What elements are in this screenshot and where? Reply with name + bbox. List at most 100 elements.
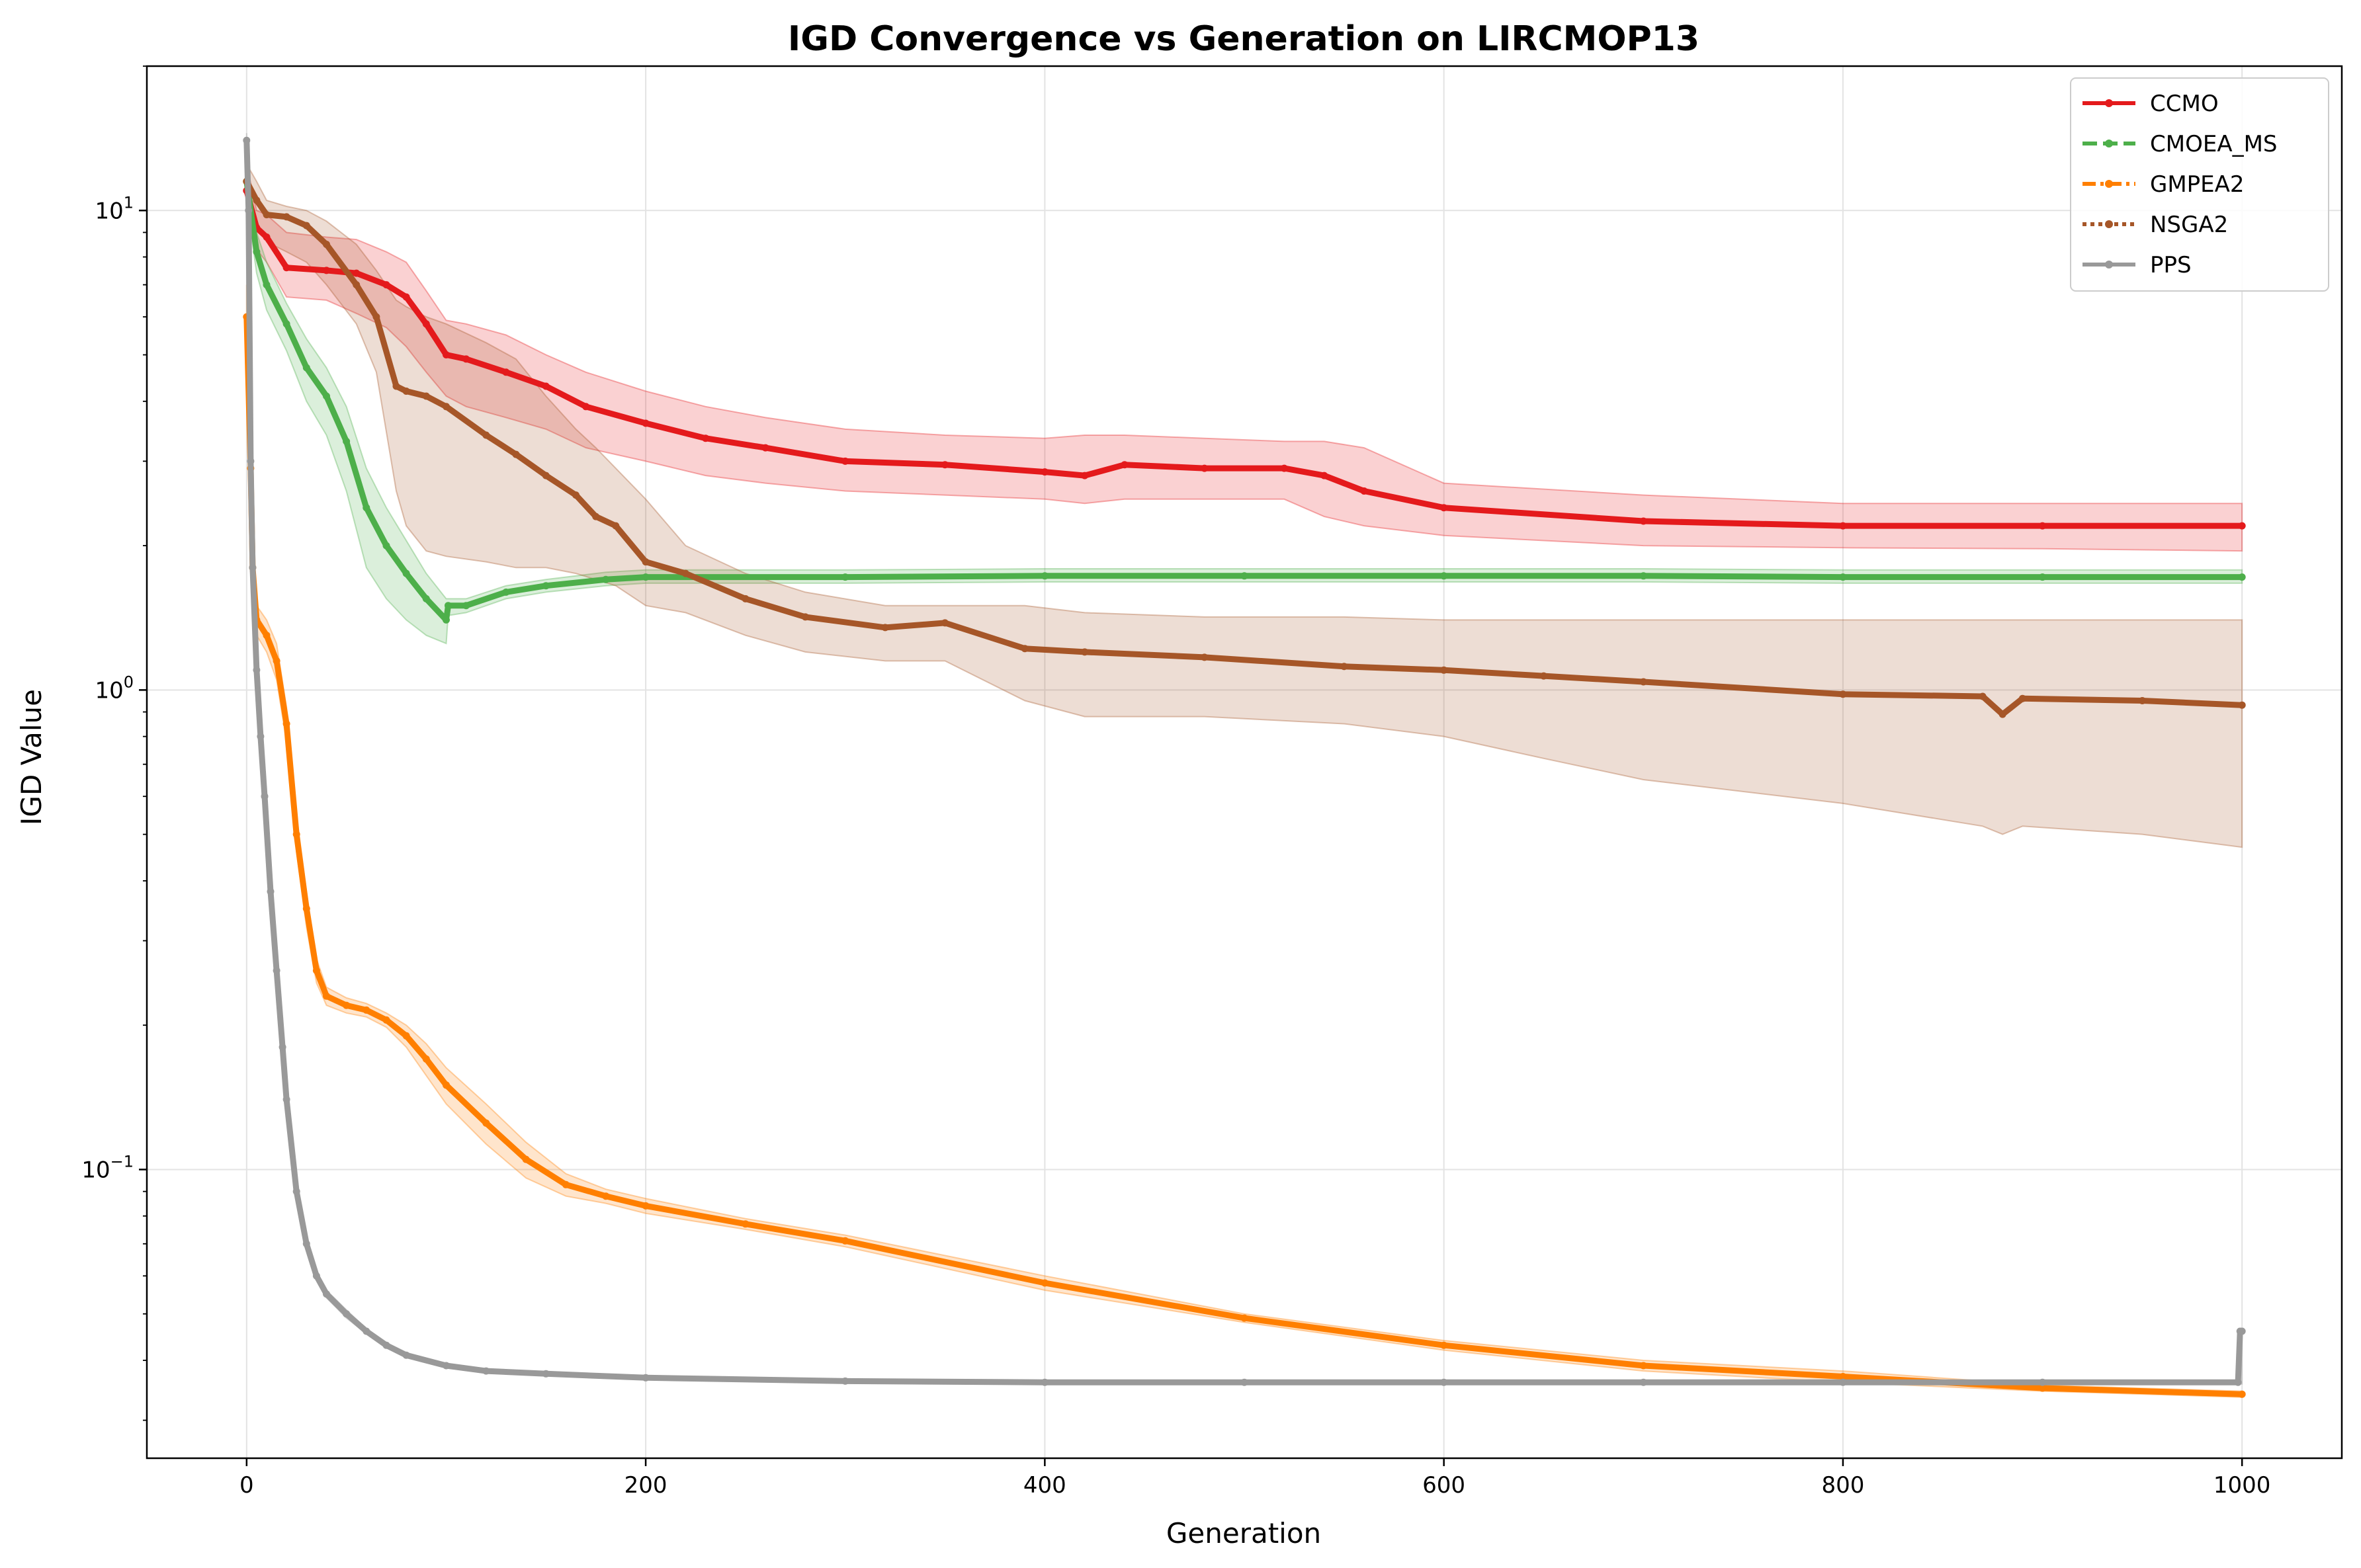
legend-item: PPS — [2082, 252, 2192, 278]
data-point-ccmo — [1201, 464, 1209, 472]
series-lines — [243, 136, 2246, 1398]
x-axis-label: Generation — [1166, 1517, 1321, 1549]
data-point-ccmo — [941, 461, 949, 469]
data-point-pps — [841, 1377, 849, 1385]
y-tick-exponent: 1 — [124, 193, 134, 212]
data-point-nsga2 — [642, 558, 650, 566]
data-point-nsga2 — [282, 213, 290, 221]
data-point-gmpea2 — [562, 1180, 570, 1188]
data-point-ccmo — [1121, 461, 1129, 469]
data-point-pps — [2039, 1378, 2046, 1386]
data-point-cmoea_ms — [443, 616, 450, 624]
data-point-pps — [402, 1351, 410, 1359]
data-point-cmoea_ms — [462, 602, 470, 610]
data-point-cmoea_ms — [445, 602, 452, 610]
data-point-cmoea_ms — [402, 569, 410, 577]
data-point-gmpea2 — [742, 1220, 750, 1228]
data-point-nsga2 — [263, 211, 271, 219]
data-point-ccmo — [462, 355, 470, 363]
data-point-nsga2 — [443, 403, 450, 411]
data-point-ccmo — [402, 293, 410, 301]
series-line-cmoea_ms — [243, 178, 2245, 623]
data-point-cmoea_ms — [542, 582, 550, 590]
data-point-pps — [2234, 1378, 2242, 1386]
band-ccmo — [245, 163, 2243, 552]
y-tick-label: 101 — [95, 193, 134, 224]
data-point-cmoea_ms — [282, 320, 290, 328]
data-point-nsga2 — [681, 569, 689, 577]
legend-marker — [2105, 220, 2113, 228]
data-point-nsga2 — [512, 450, 520, 458]
data-point-pps — [382, 1341, 390, 1349]
data-point-gmpea2 — [323, 992, 330, 1000]
data-point-cmoea_ms — [323, 392, 330, 400]
data-point-pps — [292, 1188, 300, 1196]
data-point-pps — [323, 1290, 330, 1298]
data-point-cmoea_ms — [642, 573, 650, 581]
data-point-ccmo — [1639, 517, 1647, 525]
data-point-ccmo — [2238, 522, 2246, 530]
data-point-nsga2 — [1081, 648, 1089, 656]
data-point-nsga2 — [1540, 672, 1547, 680]
data-point-gmpea2 — [282, 720, 290, 727]
data-point-gmpea2 — [363, 1006, 370, 1014]
data-point-nsga2 — [1979, 692, 1987, 700]
data-point-cmoea_ms — [1041, 572, 1049, 580]
data-point-pps — [1639, 1378, 1647, 1386]
data-point-nsga2 — [2238, 701, 2246, 709]
band-nsga2 — [245, 161, 2243, 848]
data-point-cmoea_ms — [382, 542, 390, 550]
data-point-nsga2 — [1021, 645, 1029, 653]
data-point-cmoea_ms — [1639, 572, 1647, 580]
data-point-gmpea2 — [443, 1081, 450, 1089]
data-point-pps — [257, 733, 265, 741]
data-point-gmpea2 — [1041, 1279, 1049, 1287]
data-point-ccmo — [422, 320, 430, 328]
data-point-gmpea2 — [273, 657, 280, 665]
data-point-ccmo — [1041, 468, 1049, 476]
data-point-ccmo — [1081, 472, 1089, 479]
x-tick-label: 600 — [1422, 1472, 1465, 1499]
legend-label: GMPEA2 — [2150, 171, 2245, 198]
data-point-ccmo — [1320, 472, 1328, 479]
data-point-cmoea_ms — [1240, 572, 1248, 580]
data-point-pps — [482, 1367, 490, 1375]
data-point-gmpea2 — [422, 1055, 430, 1063]
y-tick-base: 10 — [95, 198, 123, 224]
legend-marker — [2105, 140, 2113, 147]
data-point-gmpea2 — [1440, 1341, 1448, 1349]
data-point-pps — [2238, 1327, 2246, 1335]
data-point-nsga2 — [1839, 690, 1847, 698]
legend: CCMO CMOEA_MS GMPEA2 NSGA2 PPS — [2070, 77, 2329, 292]
data-point-gmpea2 — [302, 905, 310, 913]
data-point-ccmo — [443, 351, 450, 358]
legend-box — [2070, 77, 2329, 292]
data-point-ccmo — [263, 233, 271, 241]
data-point-gmpea2 — [642, 1202, 650, 1210]
data-point-ccmo — [2039, 522, 2046, 530]
data-point-gmpea2 — [343, 1001, 351, 1009]
data-point-gmpea2 — [841, 1237, 849, 1245]
data-point-ccmo — [1839, 522, 1847, 530]
data-point-gmpea2 — [312, 967, 320, 975]
data-point-pps — [1440, 1378, 1448, 1386]
legend-item: NSGA2 — [2082, 212, 2228, 238]
data-point-nsga2 — [1440, 666, 1448, 674]
data-point-cmoea_ms — [263, 281, 271, 289]
data-point-cmoea_ms — [841, 573, 849, 581]
data-point-gmpea2 — [1639, 1362, 1647, 1370]
data-point-ccmo — [1440, 504, 1448, 512]
data-point-cmoea_ms — [253, 248, 261, 256]
data-point-ccmo — [642, 419, 650, 427]
data-point-gmpea2 — [1240, 1314, 1248, 1322]
data-point-pps — [1240, 1378, 1248, 1386]
data-point-pps — [247, 457, 255, 465]
data-point-gmpea2 — [1839, 1373, 1847, 1380]
band-cmoea_ms — [245, 163, 2243, 645]
data-point-nsga2 — [482, 431, 490, 439]
data-point-nsga2 — [1340, 663, 1348, 671]
data-point-nsga2 — [372, 313, 380, 321]
data-point-nsga2 — [353, 281, 361, 289]
